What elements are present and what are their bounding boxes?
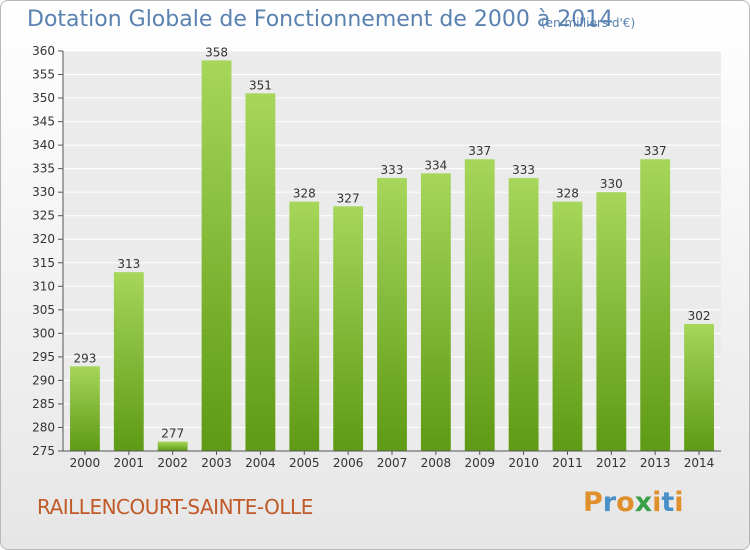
unit-label: (en milliers d'€) — [541, 16, 636, 30]
bar-value-label: 302 — [688, 309, 711, 323]
y-tick-label: 305 — [32, 303, 55, 317]
bar — [640, 159, 671, 451]
bar — [596, 192, 627, 452]
bar-value-label: 333 — [512, 163, 535, 177]
logo-letter: P — [583, 487, 603, 518]
x-axis: 2000 2001 2002 2003 2004 2005 2006 2007 2008 2009… — [63, 450, 721, 470]
bar — [201, 60, 232, 451]
bar — [333, 206, 364, 451]
bar-value-label: 313 — [117, 257, 140, 271]
bar — [70, 366, 100, 451]
bar — [464, 159, 495, 451]
bar-value-label: 337 — [468, 144, 491, 158]
x-tick-label: 2013 — [640, 456, 671, 470]
y-tick-label: 320 — [32, 232, 55, 246]
bar-value-label: 328 — [293, 187, 316, 201]
proxiti-logo: Proxiti — [583, 487, 684, 518]
x-tick-label: 2007 — [377, 456, 408, 470]
y-tick-label: 345 — [32, 115, 55, 129]
bar — [113, 272, 144, 451]
bar — [245, 93, 276, 452]
y-tick-label: 290 — [32, 373, 55, 387]
bar — [289, 201, 320, 451]
bar — [508, 178, 539, 451]
logo-letter: t — [661, 487, 675, 518]
bar-value-label: 337 — [644, 144, 667, 158]
bar-value-label: 293 — [73, 351, 96, 365]
y-tick-label: 275 — [32, 444, 55, 458]
bar — [420, 173, 451, 451]
bar — [552, 201, 583, 451]
bar-value-label: 333 — [381, 163, 404, 177]
y-tick-label: 295 — [32, 350, 55, 364]
chart-title: Dotation Globale de Fonctionnement de 20… — [27, 7, 614, 32]
y-tick-label: 335 — [32, 162, 55, 176]
x-tick-label: 2006 — [333, 456, 364, 470]
x-tick-label: 2002 — [157, 456, 188, 470]
x-tick-label: 2012 — [596, 456, 627, 470]
x-tick-label: 2014 — [684, 456, 715, 470]
x-tick-label: 2005 — [289, 456, 320, 470]
y-tick-label: 330 — [32, 185, 55, 199]
bar-value-label: 358 — [205, 45, 228, 59]
y-tick-label: 285 — [32, 397, 55, 411]
logo-letter: o — [616, 487, 635, 518]
logo-letter: i — [652, 487, 662, 518]
logo-letter: i — [674, 487, 684, 518]
x-tick-label: 2000 — [70, 456, 101, 470]
bar — [157, 441, 188, 451]
bar-value-label: 330 — [600, 177, 623, 191]
logo-letter: x — [634, 487, 653, 518]
y-axis: 275 280 285 290 295 300 305 310 315 320 325 330 335 3… — [32, 44, 64, 458]
logo-letter: r — [602, 487, 617, 518]
commune-name: RAILLENCOURT-SAINTE-OLLE — [37, 495, 313, 519]
y-tick-label: 340 — [32, 138, 55, 152]
x-tick-label: 2011 — [552, 456, 583, 470]
bar-value-label: 277 — [161, 427, 184, 441]
x-tick-label: 2001 — [114, 456, 145, 470]
bar-value-label: 334 — [424, 158, 447, 172]
bars: 293 313 277 358 351 328 327 333 334 337 333 328 330 3… — [70, 45, 714, 452]
y-tick-label: 350 — [32, 91, 55, 105]
bar-value-label: 328 — [556, 187, 579, 201]
y-tick-label: 360 — [32, 44, 55, 58]
x-tick-label: 2003 — [201, 456, 232, 470]
y-tick-label: 315 — [32, 256, 55, 270]
y-tick-label: 310 — [32, 279, 55, 293]
bar-value-label: 327 — [337, 191, 360, 205]
y-tick-label: 355 — [32, 68, 55, 82]
bar — [684, 323, 714, 451]
x-tick-label: 2010 — [508, 456, 539, 470]
y-tick-label: 280 — [32, 420, 55, 434]
x-tick-label: 2009 — [464, 456, 495, 470]
x-tick-label: 2004 — [245, 456, 276, 470]
bar-value-label: 351 — [249, 78, 272, 92]
y-tick-label: 325 — [32, 209, 55, 223]
x-tick-label: 2008 — [421, 456, 452, 470]
y-tick-label: 300 — [32, 326, 55, 340]
bar — [377, 178, 407, 451]
